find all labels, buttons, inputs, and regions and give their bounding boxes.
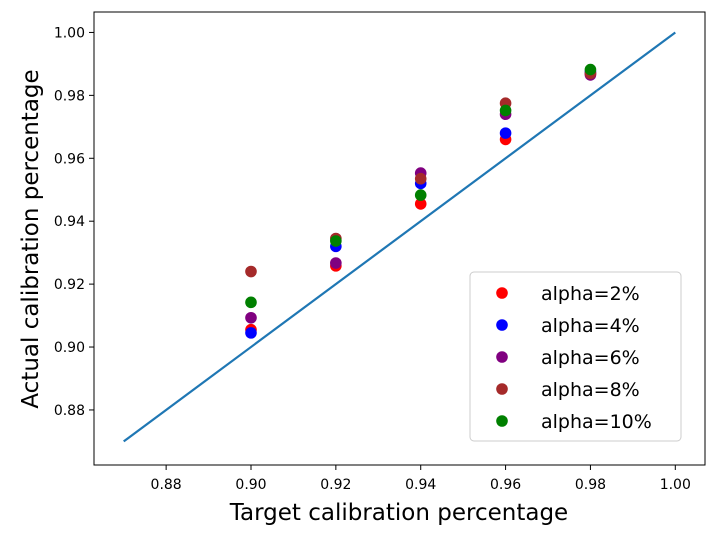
x-tick-label: 0.96 [490,477,521,493]
data-point-series-4-point-3 [414,172,427,185]
x-tick-label: 0.94 [405,477,436,493]
legend-marker-series-3 [496,351,508,363]
data-point-series-5-point-4 [499,104,512,117]
legend-marker-series-4 [496,383,508,395]
legend-marker-series-1 [496,287,508,299]
y-tick-label: 0.90 [54,340,85,356]
legend-label-series-5: alpha=10% [541,411,652,433]
data-point-series-5-point-5 [584,63,597,76]
data-point-series-4-point-1 [245,265,257,278]
x-tick-label: 0.88 [151,477,182,493]
x-axis-label: Target calibration percentage [229,500,568,526]
y-tick-label: 0.94 [54,214,85,230]
data-point-series-3-point-1 [245,311,257,324]
legend-label-series-4: alpha=8% [541,379,640,401]
legend-marker-series-5 [496,415,508,427]
data-point-series-5-point-3 [414,189,427,201]
data-point-series-1-point-3 [414,198,427,210]
y-tick-label: 0.92 [54,277,85,293]
y-tick-label: 0.88 [54,403,85,419]
x-tick-label: 0.98 [575,477,606,493]
y-tick-label: 0.96 [54,151,85,167]
x-tick-label: 0.92 [320,477,351,493]
data-point-series-2-point-4 [499,127,512,139]
y-tick-label: 0.98 [54,88,85,104]
data-point-series-5-point-2 [330,235,342,247]
reference-line [123,31,676,443]
y-axis-label: Actual calibration percentage [18,69,44,408]
legend-marker-series-2 [496,319,508,331]
y-tick-label: 1.00 [54,25,85,41]
legend: alpha=2% alpha=4% alpha=6% alpha=8% alpha=10… [469,271,682,442]
data-point-series-5-point-1 [245,296,257,309]
legend-label-series-1: alpha=2% [541,283,640,305]
legend-label-series-3: alpha=6% [541,347,640,369]
legend-label-series-2: alpha=4% [541,315,640,337]
x-tick-label: 0.90 [235,477,266,493]
x-tick-label: 1.00 [660,477,691,493]
legend-box [469,271,682,442]
data-point-series-2-point-1 [245,327,257,339]
data-point-series-3-point-2 [330,257,342,269]
